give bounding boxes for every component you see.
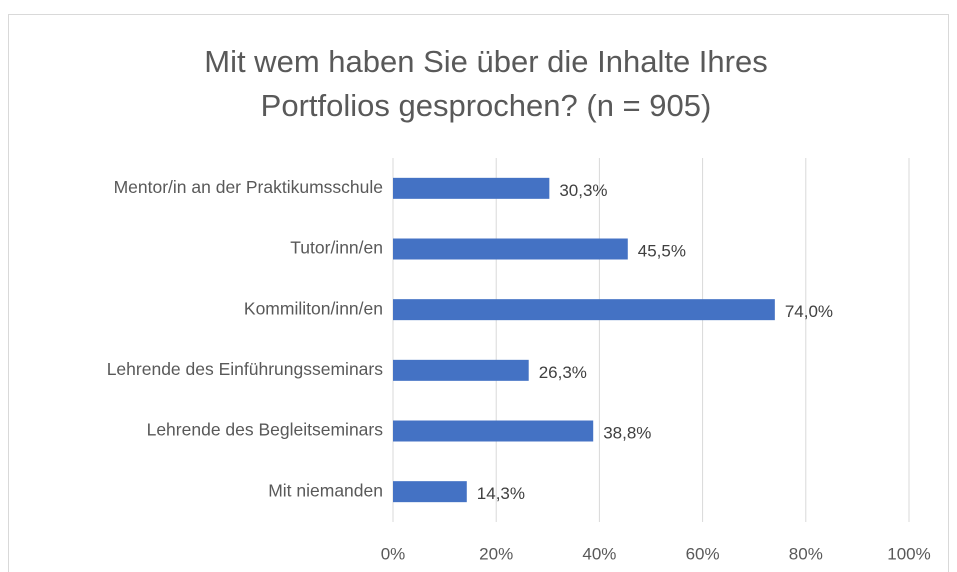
bar bbox=[393, 299, 775, 321]
data-label: 38,8% bbox=[603, 423, 651, 442]
y-tick-label: Mentor/in an der Praktikumsschule bbox=[114, 177, 383, 197]
data-label: 30,3% bbox=[559, 181, 607, 200]
y-tick-label: Tutor/inn/en bbox=[290, 238, 383, 258]
bar bbox=[393, 359, 529, 381]
x-tick-label: 100% bbox=[887, 544, 930, 563]
x-tick-label: 0% bbox=[381, 544, 406, 563]
chart-title: Mit wem haben Sie über die Inhalte Ihres bbox=[204, 44, 767, 79]
y-tick-label: Lehrende des Einführungsseminars bbox=[107, 359, 384, 379]
x-tick-label: 80% bbox=[789, 544, 823, 563]
y-tick-label: Kommiliton/inn/en bbox=[244, 298, 383, 318]
chart-border bbox=[8, 14, 949, 572]
x-tick-label: 40% bbox=[582, 544, 616, 563]
x-tick-label: 20% bbox=[479, 544, 513, 563]
y-tick-label: Mit niemanden bbox=[268, 480, 383, 500]
bar bbox=[393, 481, 467, 503]
x-tick-label: 60% bbox=[686, 544, 720, 563]
data-label: 45,5% bbox=[638, 241, 686, 260]
y-tick-label: Lehrende des Begleitseminars bbox=[147, 420, 384, 440]
bar bbox=[393, 238, 628, 260]
data-label: 26,3% bbox=[539, 363, 587, 382]
bar bbox=[393, 177, 550, 199]
chart-title: Portfolios gesprochen? (n = 905) bbox=[261, 88, 712, 123]
bar bbox=[393, 420, 594, 442]
data-label: 74,0% bbox=[785, 302, 833, 321]
data-label: 14,3% bbox=[477, 484, 525, 503]
